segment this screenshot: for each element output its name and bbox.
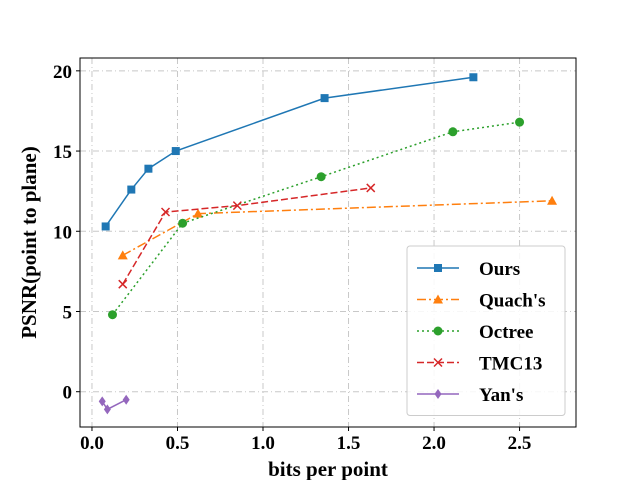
data-point-yan-s bbox=[122, 394, 130, 405]
legend-entry-ours: Ours bbox=[417, 259, 520, 280]
data-point-yan-s bbox=[98, 396, 106, 407]
y-tick-label: 20 bbox=[53, 62, 72, 83]
y-axis-label: PSNR(point to plane) bbox=[17, 146, 41, 339]
x-tick-label: 1.5 bbox=[337, 433, 361, 454]
series-yan-s bbox=[98, 394, 130, 415]
data-point-tmc13 bbox=[118, 279, 128, 289]
series-quach-s bbox=[117, 195, 558, 260]
legend-entry-yan-s: Yan's bbox=[417, 385, 523, 406]
legend-label: Octree bbox=[479, 322, 534, 343]
legend-marker bbox=[433, 294, 443, 304]
legend-label: TMC13 bbox=[479, 354, 542, 375]
legend-entry-tmc13: TMC13 bbox=[417, 354, 542, 375]
legend-entry-quach-s: Quach's bbox=[417, 291, 546, 312]
data-point-octree bbox=[448, 127, 458, 137]
series-line-tmc13 bbox=[122, 187, 371, 285]
x-tick-label: 1.0 bbox=[251, 433, 275, 454]
data-point-quach-s bbox=[547, 195, 558, 205]
data-point-octree bbox=[316, 172, 326, 182]
plot-series bbox=[98, 73, 558, 415]
y-tick-label: 15 bbox=[53, 142, 72, 163]
data-point-tmc13 bbox=[232, 201, 242, 211]
legend-label: Quach's bbox=[479, 291, 546, 312]
legend-marker bbox=[434, 264, 442, 272]
series-octree bbox=[107, 117, 525, 320]
series-ours bbox=[101, 73, 478, 231]
x-tick-label: 0.5 bbox=[166, 433, 190, 454]
legend-box bbox=[406, 245, 566, 416]
data-point-octree bbox=[178, 218, 188, 228]
data-point-quach-s bbox=[193, 208, 204, 218]
data-point-ours bbox=[171, 147, 180, 156]
legend-label: Yan's bbox=[479, 385, 523, 406]
data-point-ours bbox=[127, 185, 136, 194]
x-tick-label: 0.0 bbox=[80, 433, 104, 454]
grid bbox=[80, 58, 576, 427]
data-point-octree bbox=[515, 117, 525, 127]
data-point-yan-s bbox=[103, 404, 111, 415]
legend-marker bbox=[433, 326, 443, 336]
data-point-quach-s bbox=[117, 250, 128, 260]
data-point-ours bbox=[469, 73, 478, 82]
y-tick-label: 10 bbox=[53, 222, 72, 243]
y-tick-label: 5 bbox=[63, 302, 73, 323]
legend-marker bbox=[434, 389, 442, 399]
data-point-ours bbox=[144, 164, 153, 173]
series-tmc13 bbox=[118, 183, 376, 289]
y-tick-label: 0 bbox=[63, 383, 73, 404]
data-point-octree bbox=[107, 310, 117, 320]
data-point-ours bbox=[101, 222, 110, 231]
data-point-ours bbox=[320, 94, 329, 103]
legend-marker bbox=[433, 357, 443, 368]
data-point-tmc13 bbox=[160, 207, 171, 217]
legend-entry-octree: Octree bbox=[417, 322, 534, 343]
series-line-ours bbox=[105, 76, 474, 227]
data-point-tmc13 bbox=[366, 183, 376, 193]
axis-ticks: 0.0 0.5 1.0 1.5 2.0 2.5 0 5 10 15 20 bbox=[53, 62, 531, 454]
x-tick-label: 2.5 bbox=[508, 433, 532, 454]
x-axis-label: bits per point bbox=[268, 457, 388, 480]
plot-frame bbox=[79, 57, 577, 428]
legend-label: Ours bbox=[479, 259, 520, 280]
x-tick-label: 2.0 bbox=[422, 433, 446, 454]
legend: Ours Quach's Octree TMC13 Yan's bbox=[406, 245, 566, 416]
